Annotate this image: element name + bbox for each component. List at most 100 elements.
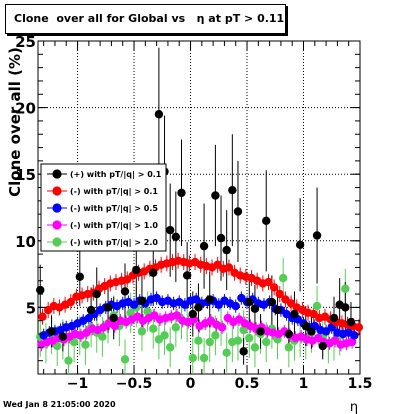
data-point xyxy=(228,185,237,195)
data-point xyxy=(217,323,227,332)
data-point xyxy=(194,336,203,345)
y-tick-label: 5 xyxy=(26,299,36,317)
data-point xyxy=(98,332,107,341)
data-point xyxy=(160,331,169,340)
x-tick-label: 0 xyxy=(186,376,196,392)
legend: (+) with pT/|q| > 0.1 (-) with pT/|q| > 0… xyxy=(40,163,167,252)
legend-marker xyxy=(52,186,62,196)
axis-ticks xyxy=(38,40,361,374)
data-point xyxy=(354,323,364,332)
data-point xyxy=(132,265,141,275)
y-tick-label: 10 xyxy=(15,233,36,251)
data-point xyxy=(250,343,260,352)
x-tick-label: −0.5 xyxy=(116,376,153,392)
data-point xyxy=(245,333,254,343)
data-point xyxy=(312,301,322,311)
data-point xyxy=(205,337,214,347)
plot-frame xyxy=(37,40,361,375)
data-point xyxy=(120,287,130,296)
data-point xyxy=(47,327,56,336)
data-point xyxy=(149,268,158,277)
data-point xyxy=(273,305,282,315)
data-point xyxy=(86,305,96,315)
data-point xyxy=(307,327,316,336)
data-point xyxy=(295,240,305,249)
data-point xyxy=(109,313,118,323)
data-point xyxy=(284,343,294,352)
data-point xyxy=(64,356,73,365)
data-point xyxy=(149,324,158,333)
legend-label: (-) with pT/|q| > 2.0 xyxy=(70,238,158,247)
data-point xyxy=(216,233,226,243)
data-point xyxy=(199,353,209,363)
data-point xyxy=(177,188,186,198)
data-point xyxy=(182,271,192,280)
data-point xyxy=(171,232,181,242)
data-point xyxy=(224,263,234,272)
data-point xyxy=(231,301,240,311)
data-point xyxy=(222,348,231,357)
data-point xyxy=(194,303,203,312)
x-tick-label: 0.5 xyxy=(235,376,260,392)
data-point xyxy=(346,317,356,327)
data-point xyxy=(171,323,181,332)
data-point xyxy=(126,308,135,317)
data-point xyxy=(188,353,197,363)
legend-marker xyxy=(52,237,62,247)
data-point xyxy=(290,309,299,319)
data-point xyxy=(172,311,182,320)
data-point xyxy=(347,337,357,347)
legend-label: (-) with pT/|q| > 0.1 xyxy=(70,187,158,196)
data-point xyxy=(278,273,288,283)
data-point xyxy=(211,191,220,200)
data-point xyxy=(256,327,265,336)
data-point xyxy=(301,321,310,331)
y-axis-label: Clone over all (%) xyxy=(6,47,24,197)
data-point xyxy=(341,284,350,293)
legend-marker xyxy=(52,169,62,179)
data-point xyxy=(81,340,90,349)
data-point xyxy=(239,325,248,335)
data-point xyxy=(250,304,260,313)
data-point xyxy=(75,272,85,281)
legend-label: (-) with pT/|q| > 1.0 xyxy=(70,221,158,230)
data-point xyxy=(120,355,130,364)
data-point xyxy=(154,110,164,119)
data-point xyxy=(350,331,359,340)
tick-labels: −1 −0.5 0 0.5 1 1.5 5 10 15 20 25 xyxy=(15,33,372,392)
data-point xyxy=(165,225,175,235)
data-point xyxy=(262,216,271,226)
data-points xyxy=(36,110,364,365)
legend-label: (-) with pT/|q| > 0.5 xyxy=(70,204,158,213)
data-point xyxy=(137,327,147,336)
data-point xyxy=(239,347,248,356)
data-point xyxy=(275,289,284,299)
data-point xyxy=(110,321,120,331)
data-point xyxy=(233,207,243,216)
data-point xyxy=(92,289,101,299)
data-point xyxy=(143,307,152,316)
data-point xyxy=(103,303,113,312)
data-point xyxy=(269,283,279,292)
timestamp: Wed Jan 8 21:05:00 2020 xyxy=(3,400,116,409)
y-tick-label: 20 xyxy=(15,100,36,118)
data-point xyxy=(233,336,243,345)
data-point xyxy=(165,343,175,352)
data-point xyxy=(36,285,45,295)
y-tick-label: 25 xyxy=(15,33,36,51)
data-point xyxy=(66,297,75,307)
data-point xyxy=(205,295,214,304)
data-point xyxy=(38,312,47,321)
data-point xyxy=(199,241,209,251)
data-point xyxy=(341,303,350,312)
legend-label: (+) with pT/|q| > 0.1 xyxy=(70,170,162,179)
data-point xyxy=(267,297,277,307)
legend-marker xyxy=(52,220,62,230)
x-tick-label: −1 xyxy=(67,376,88,392)
data-point xyxy=(211,331,220,340)
x-axis-label: η xyxy=(350,400,358,414)
legend-marker xyxy=(52,203,62,213)
data-point xyxy=(58,332,68,341)
data-point xyxy=(222,245,231,255)
